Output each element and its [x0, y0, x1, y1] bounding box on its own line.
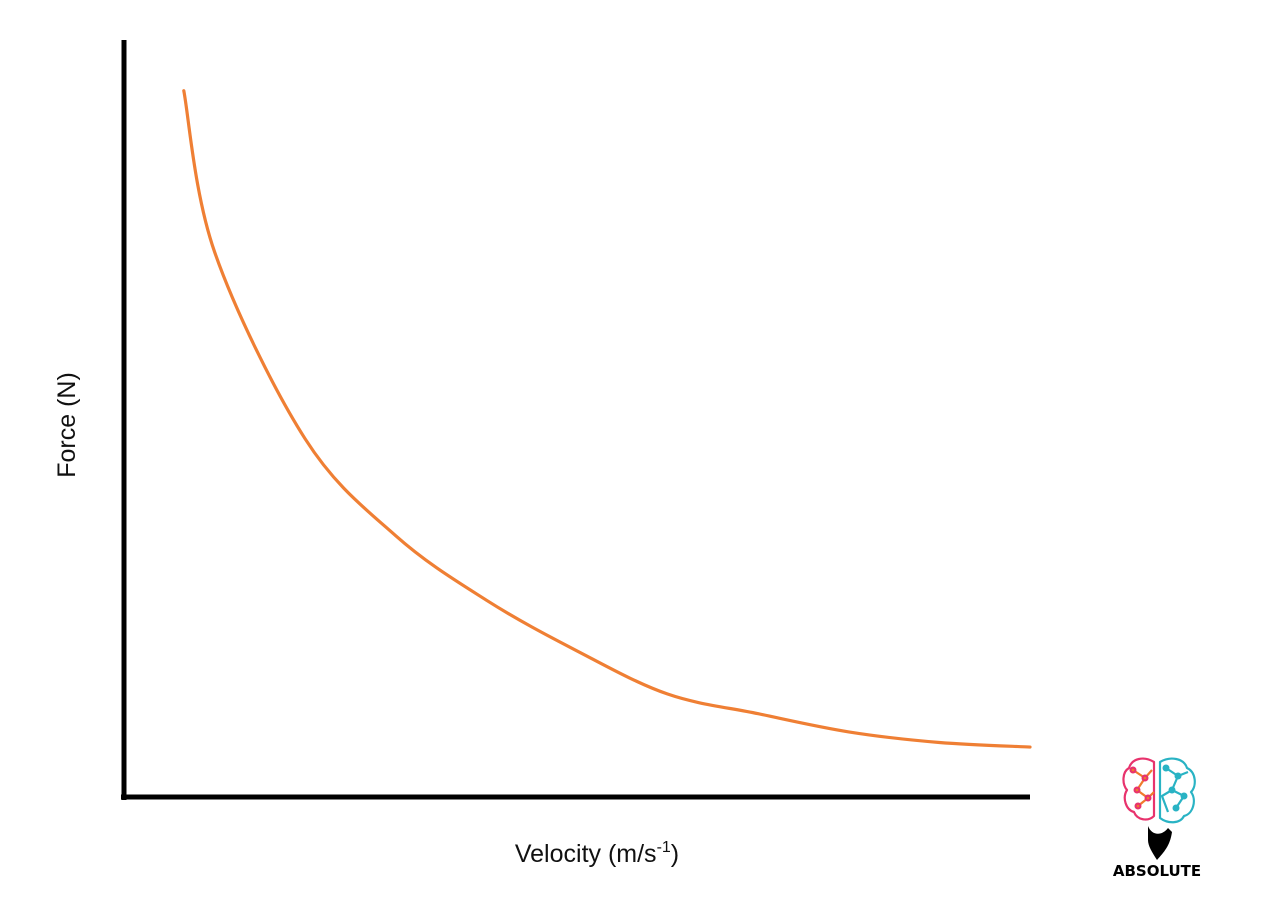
- absolute-logo: ABSOLUTE: [1113, 757, 1201, 880]
- y-axis-label: Force (N): [53, 372, 81, 478]
- x-axis-label: Velocity (m/s-1): [515, 839, 679, 868]
- force-velocity-curve: [182, 89, 1032, 749]
- logo-text: ABSOLUTE: [1113, 862, 1201, 880]
- brain-icon: [1122, 757, 1196, 824]
- x-axis-label-superscript: -1: [657, 839, 671, 856]
- brain-stem-icon: [1148, 826, 1172, 860]
